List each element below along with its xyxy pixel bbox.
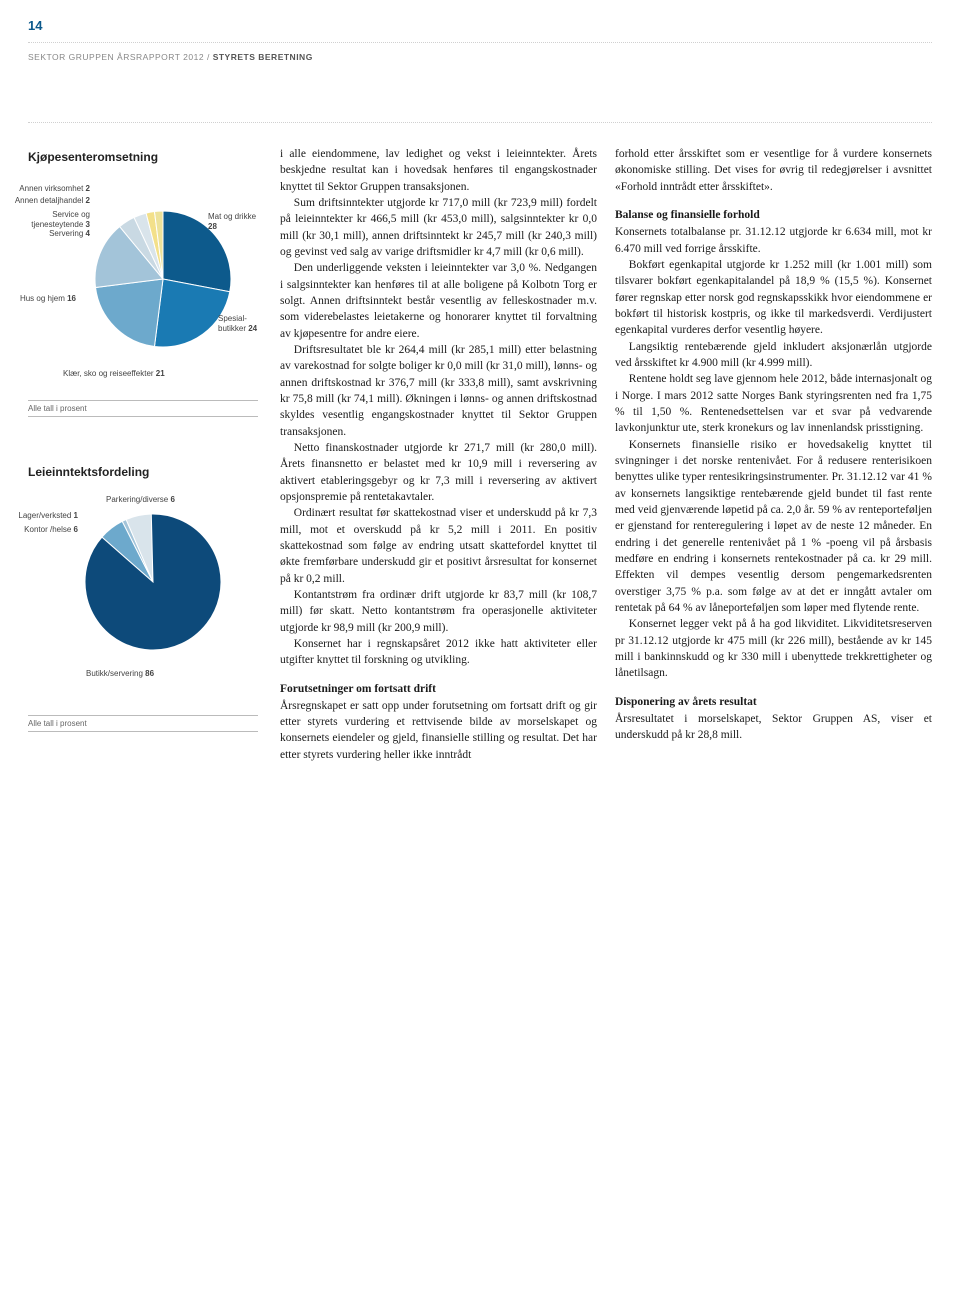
p6: Ordinært resultat før skattekostnad vise… [280,505,597,587]
p11: Konsernets totalbalanse pr. 31.12.12 utg… [615,224,932,257]
chart2-footer-line: Alle tall i prosent [28,715,258,732]
chart1-footer-line: Alle tall i prosent [28,400,258,417]
p8: Konsernet har i regnskapsåret 2012 ikke … [280,636,597,669]
chart2-pie-wrap: Parkering/diverse 6 Lager/verksted 1 Kon… [28,489,258,709]
p5: Netto finanskostnader utgjorde kr 271,7 … [280,440,597,505]
p3: Den underliggende veksten i leieinntekte… [280,260,597,342]
p16: Konsernet legger vekt på å ha god likvid… [615,616,932,681]
dotted-separator [28,122,932,123]
chart1-label-mat: Mat og drikke 28 [208,212,258,231]
p7: Kontantstrøm fra ordinær drift utgjorde … [280,587,597,636]
chart1-title: Kjøpesenteromsetning [28,150,258,164]
chart-leieinntekt: Leieinntektsfordeling Parkering/diverse … [28,465,258,732]
chart-kjopesenter: Kjøpesenteromsetning Mat og drikke 28 Sp… [28,150,258,417]
p4: Driftsresultatet ble kr 264,4 mill (kr 2… [280,342,597,440]
chart1-pie-wrap: Mat og drikke 28 Spesial-butikker 24 Klæ… [28,174,258,394]
p14: Rentene holdt seg lave gjennom hele 2012… [615,371,932,436]
chart2-title: Leieinntektsfordeling [28,465,258,479]
chart1-label-detaljhandel: Annen detaljhandel 2 [6,196,90,206]
h3: Disponering av årets resultat [615,694,932,710]
chart2-label-kontor: Kontor /helse 6 [10,525,78,535]
p12: Bokført egenkapital utgjorde kr 1.252 mi… [615,257,932,339]
chart1-label-spesial: Spesial-butikker 24 [218,314,257,333]
charts-column: Kjøpesenteromsetning Mat og drikke 28 Sp… [28,150,258,780]
p10: forhold etter årsskiftet som er vesentli… [615,146,932,195]
h2: Balanse og finansielle forhold [615,207,932,223]
header-right: STYRETS BERETNING [213,52,313,62]
chart1-label-klaer: Klær, sko og reiseeffekter 21 [63,369,165,379]
header-rule [28,42,932,43]
p2: Sum driftsinntekter utgjorde kr 717,0 mi… [280,195,597,260]
page-number: 14 [28,18,42,33]
p9: Årsregnskapet er satt opp under forutset… [280,698,597,763]
header-left: SEKTOR GRUPPEN ÅRSRAPPORT 2012 / [28,52,210,62]
chart2-footer: Alle tall i prosent [28,719,258,728]
p13: Langsiktig rentebærende gjeld inkludert … [615,339,932,372]
p1: i alle eiendommene, lav ledighet og veks… [280,146,597,195]
chart2-pie [78,507,228,657]
p15: Konsernets finansielle risiko er hovedsa… [615,437,932,617]
chart1-label-hus: Hus og hjem 16 [18,294,76,304]
chart1-label-service: Service ogtjenesteytende 3 [12,210,90,229]
chart1-label-servering: Servering 4 [26,229,90,239]
chart1-label-virksomhet: Annen virksomhet 2 [8,184,90,194]
running-header: SEKTOR GRUPPEN ÅRSRAPPORT 2012 / STYRETS… [28,52,313,62]
chart2-label-butikk: Butikk/servering 86 [86,669,154,679]
chart2-label-lager: Lager/verksted 1 [10,511,78,521]
h1: Forutsetninger om fortsatt drift [280,681,597,697]
chart1-footer: Alle tall i prosent [28,404,258,413]
chart2-label-parkering: Parkering/diverse 6 [106,495,175,505]
body-text: i alle eiendommene, lav ledighet og veks… [280,146,932,763]
p17: Årsresultatet i morselskapet, Sektor Gru… [615,711,932,744]
